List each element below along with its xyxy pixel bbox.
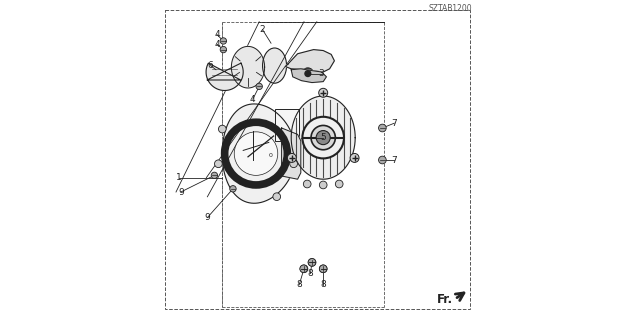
- Circle shape: [220, 38, 227, 44]
- Circle shape: [234, 132, 278, 175]
- Circle shape: [218, 125, 226, 133]
- Circle shape: [290, 160, 298, 168]
- Circle shape: [214, 160, 222, 168]
- Text: 2: 2: [260, 25, 265, 34]
- Text: 6: 6: [208, 61, 213, 70]
- Circle shape: [287, 154, 296, 163]
- Circle shape: [319, 265, 327, 273]
- Text: Fr.: Fr.: [436, 293, 453, 306]
- Circle shape: [273, 193, 280, 201]
- Polygon shape: [206, 63, 243, 91]
- Circle shape: [319, 265, 327, 273]
- Circle shape: [311, 125, 335, 150]
- Circle shape: [379, 156, 386, 164]
- Circle shape: [379, 124, 386, 132]
- Text: 8: 8: [296, 280, 302, 289]
- Circle shape: [350, 154, 359, 163]
- Polygon shape: [291, 96, 355, 179]
- Text: 3: 3: [319, 69, 324, 78]
- Text: SZTAB1200: SZTAB1200: [428, 4, 472, 13]
- Text: 0: 0: [268, 153, 273, 158]
- Polygon shape: [282, 128, 301, 179]
- Circle shape: [303, 180, 311, 188]
- Text: 5: 5: [321, 133, 326, 142]
- Circle shape: [230, 186, 236, 192]
- Polygon shape: [291, 69, 326, 83]
- Circle shape: [319, 88, 328, 97]
- Text: 1: 1: [176, 173, 181, 182]
- Circle shape: [308, 259, 316, 266]
- Text: 8: 8: [321, 280, 326, 289]
- Circle shape: [319, 181, 327, 189]
- Text: 4: 4: [250, 95, 255, 104]
- Circle shape: [316, 131, 330, 145]
- Polygon shape: [285, 50, 334, 72]
- Circle shape: [302, 68, 314, 79]
- Text: 7: 7: [392, 119, 397, 128]
- Text: 7: 7: [392, 156, 397, 164]
- Text: 8: 8: [308, 269, 313, 278]
- Text: 9: 9: [178, 188, 184, 196]
- Text: 4: 4: [214, 30, 220, 39]
- Circle shape: [300, 265, 308, 273]
- Text: 9: 9: [205, 213, 210, 222]
- Text: 4: 4: [214, 40, 220, 49]
- Circle shape: [305, 71, 311, 76]
- Circle shape: [308, 259, 316, 266]
- Circle shape: [220, 46, 227, 53]
- Polygon shape: [222, 104, 296, 203]
- Circle shape: [256, 83, 262, 90]
- Circle shape: [211, 172, 218, 179]
- Ellipse shape: [262, 48, 287, 83]
- Circle shape: [300, 265, 307, 273]
- Polygon shape: [232, 46, 265, 88]
- Polygon shape: [275, 109, 300, 141]
- Circle shape: [335, 180, 343, 188]
- Circle shape: [302, 117, 344, 158]
